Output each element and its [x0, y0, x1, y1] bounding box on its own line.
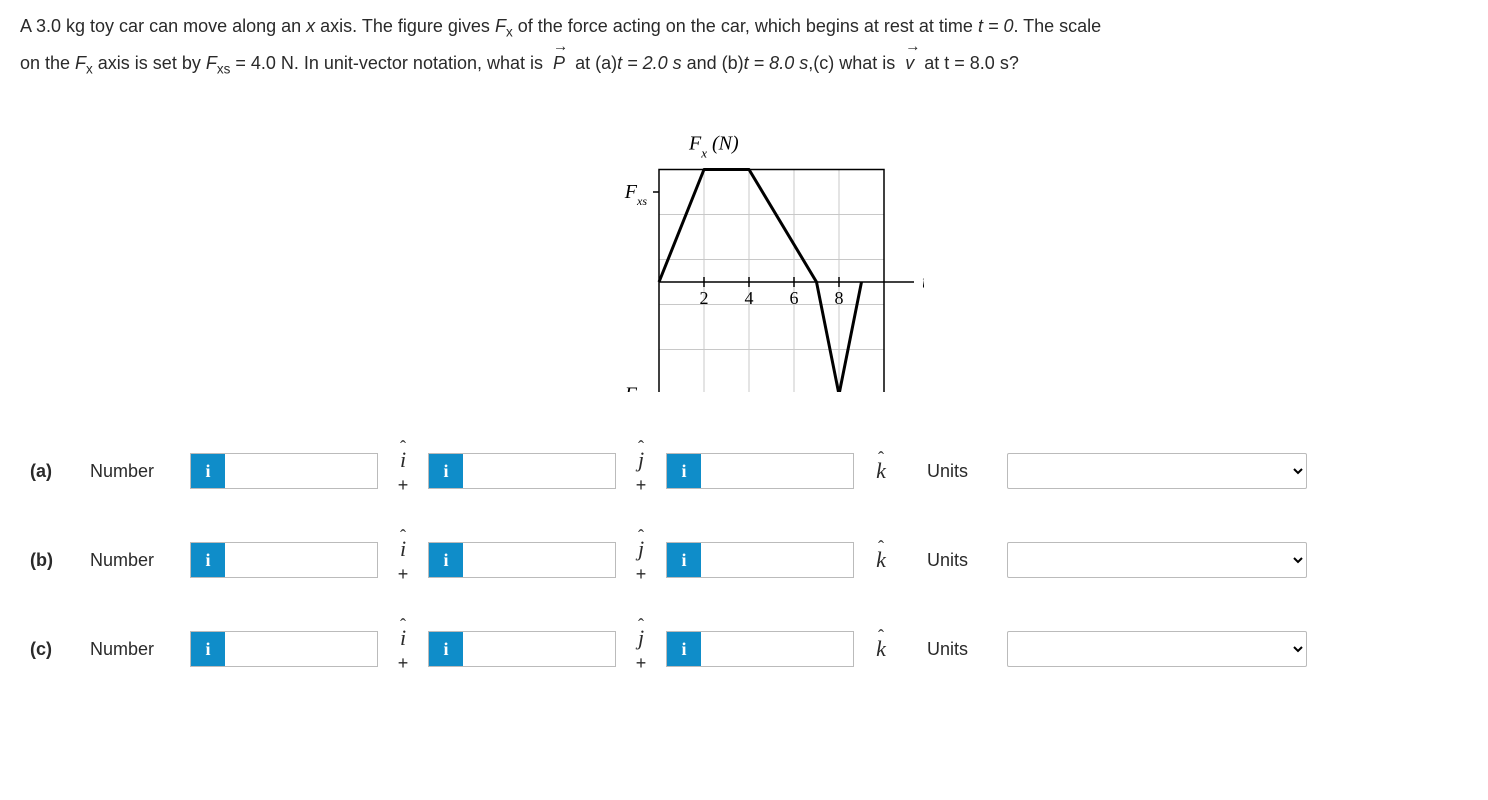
k-component-input[interactable] — [701, 454, 853, 488]
info-icon[interactable]: i — [429, 454, 463, 488]
info-icon[interactable]: i — [667, 454, 701, 488]
j-input-group: i — [428, 542, 616, 578]
vector-plus-separator: j+ — [626, 447, 656, 496]
text: . The scale — [1013, 16, 1101, 36]
text: axis. The figure gives — [315, 16, 495, 36]
info-icon[interactable]: i — [191, 543, 225, 577]
svg-text:t (s): t (s) — [922, 271, 924, 293]
svg-text:6: 6 — [790, 288, 799, 308]
i-component-input[interactable] — [225, 632, 377, 666]
answer-row-2: (c)Numberii+ij+ikUnits — [30, 625, 1468, 674]
i-input-group: i — [190, 631, 378, 667]
problem-statement: A 3.0 kg toy car can move along an x axi… — [20, 10, 1468, 82]
i-component-input[interactable] — [225, 543, 377, 577]
var-fx: F — [75, 53, 86, 73]
text: at t = 8.0 s? — [919, 53, 1019, 73]
units-select[interactable] — [1007, 453, 1307, 489]
k-input-group: i — [666, 631, 854, 667]
svg-text:-Fxs: -Fxs — [618, 383, 647, 392]
vector-plus-separator: i+ — [388, 625, 418, 674]
subscript: x — [506, 25, 513, 40]
j-hat-icon: j — [630, 625, 652, 651]
number-label: Number — [90, 550, 180, 571]
text: and (b) — [682, 53, 744, 73]
text: on the — [20, 53, 75, 73]
vector-p: P — [553, 53, 565, 73]
vector-plus-separator: i+ — [388, 536, 418, 585]
answer-row-1: (b)Numberii+ij+ikUnits — [30, 536, 1468, 585]
info-icon[interactable]: i — [667, 632, 701, 666]
number-label: Number — [90, 639, 180, 660]
var-fx: F — [495, 16, 506, 36]
plus-sign: + — [636, 653, 647, 674]
info-icon[interactable]: i — [191, 632, 225, 666]
i-hat-icon: i — [392, 625, 414, 651]
j-component-input[interactable] — [463, 632, 615, 666]
plus-sign: + — [398, 475, 409, 496]
graph-svg: 2 4 6 8 Fx (N) Fxs -Fxs t (s) — [564, 102, 924, 392]
info-icon[interactable]: i — [429, 632, 463, 666]
part-label: (a) — [30, 461, 80, 482]
plus-sign: + — [398, 653, 409, 674]
j-input-group: i — [428, 631, 616, 667]
svg-text:Fxs: Fxs — [624, 181, 648, 208]
var-fxs: F — [206, 53, 217, 73]
svg-text:2: 2 — [700, 288, 709, 308]
plus-sign: + — [398, 564, 409, 585]
k-hat-icon: k — [870, 636, 892, 662]
var-t0: t = 0 — [978, 16, 1014, 36]
units-label: Units — [902, 461, 997, 482]
k-component-input[interactable] — [701, 543, 853, 577]
text: axis is set by — [93, 53, 206, 73]
i-component-input[interactable] — [225, 454, 377, 488]
j-component-input[interactable] — [463, 454, 615, 488]
i-hat-icon: i — [392, 536, 414, 562]
force-time-graph: 2 4 6 8 Fx (N) Fxs -Fxs t (s) — [20, 102, 1468, 397]
j-hat-icon: j — [630, 447, 652, 473]
j-input-group: i — [428, 453, 616, 489]
number-label: Number — [90, 461, 180, 482]
j-component-input[interactable] — [463, 543, 615, 577]
var-tb: t = 8.0 s — [744, 53, 809, 73]
info-icon[interactable]: i — [191, 454, 225, 488]
k-input-group: i — [666, 542, 854, 578]
units-select[interactable] — [1007, 542, 1307, 578]
text: at (a) — [570, 53, 617, 73]
plus-sign: + — [636, 564, 647, 585]
units-label: Units — [902, 550, 997, 571]
subscript: xs — [217, 61, 231, 76]
k-component-input[interactable] — [701, 632, 853, 666]
plus-sign: + — [636, 475, 647, 496]
info-icon[interactable]: i — [429, 543, 463, 577]
part-label: (c) — [30, 639, 80, 660]
i-hat-icon: i — [392, 447, 414, 473]
i-input-group: i — [190, 453, 378, 489]
units-select[interactable] — [1007, 631, 1307, 667]
k-input-group: i — [666, 453, 854, 489]
var-x: x — [306, 16, 315, 36]
text: = 4.0 N. In unit-vector notation, what i… — [230, 53, 548, 73]
j-hat-icon: j — [630, 536, 652, 562]
vector-plus-separator: j+ — [626, 536, 656, 585]
part-label: (b) — [30, 550, 80, 571]
answer-row-0: (a)Numberii+ij+ikUnits — [30, 447, 1468, 496]
vector-v: v — [905, 53, 914, 73]
k-hat-icon: k — [870, 547, 892, 573]
info-icon[interactable]: i — [667, 543, 701, 577]
svg-text:4: 4 — [745, 288, 754, 308]
answers-area: (a)Numberii+ij+ikUnits(b)Numberii+ij+ikU… — [20, 447, 1468, 674]
subscript: x — [86, 61, 93, 76]
var-ta: t = 2.0 s — [617, 53, 682, 73]
k-hat-icon: k — [870, 458, 892, 484]
svg-text:Fx (N): Fx (N) — [688, 132, 739, 160]
i-input-group: i — [190, 542, 378, 578]
text: A 3.0 kg toy car can move along an — [20, 16, 306, 36]
units-label: Units — [902, 639, 997, 660]
text: ,(c) what is — [808, 53, 900, 73]
svg-text:8: 8 — [835, 288, 844, 308]
vector-plus-separator: j+ — [626, 625, 656, 674]
vector-plus-separator: i+ — [388, 447, 418, 496]
